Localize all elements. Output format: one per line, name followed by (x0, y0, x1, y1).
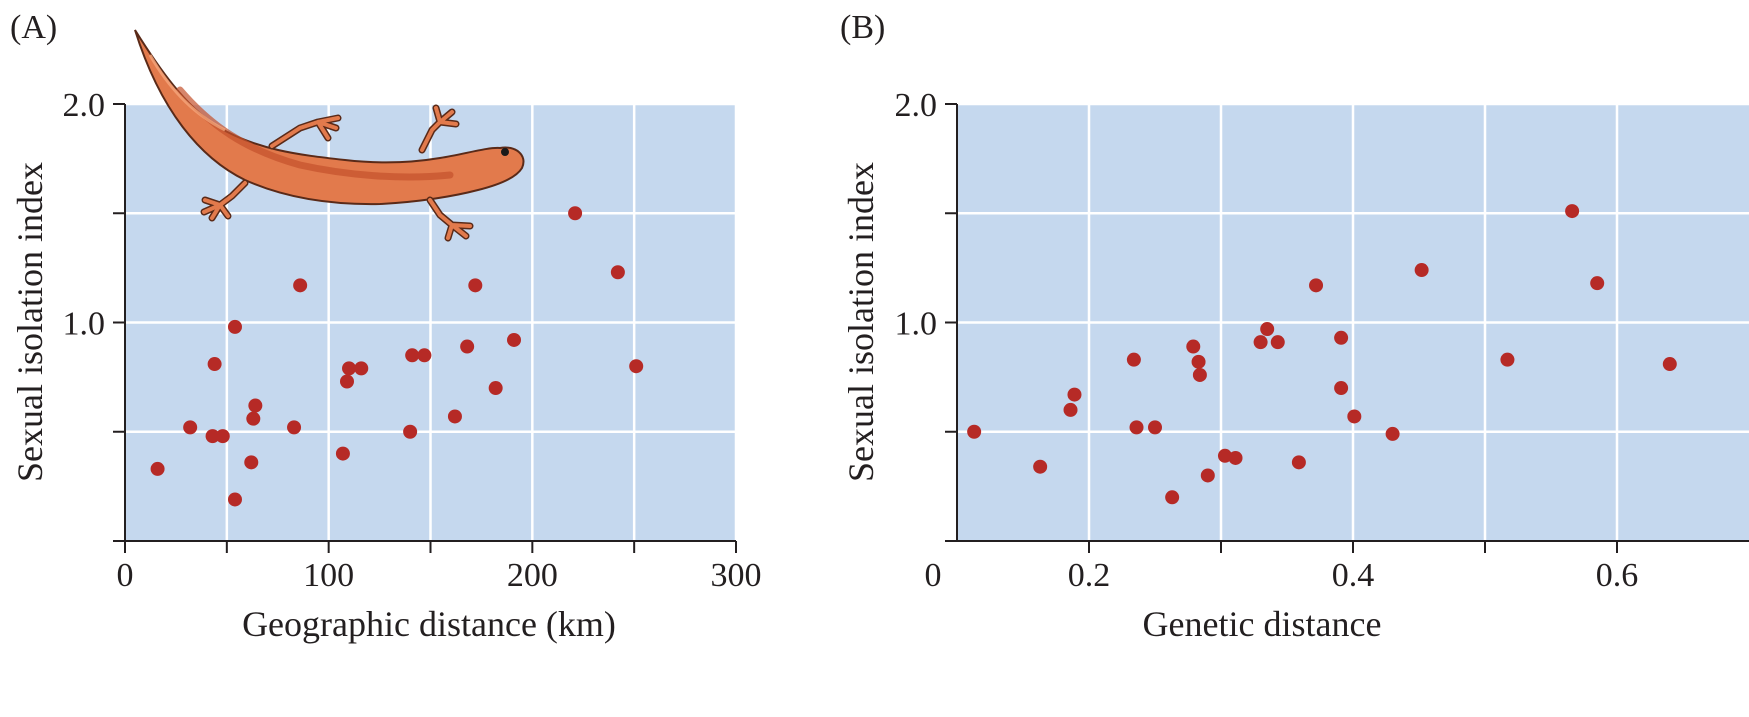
data-point (568, 206, 583, 221)
data-point (1129, 420, 1144, 435)
data-point (447, 409, 462, 424)
data-point (248, 398, 263, 413)
data-point (405, 348, 420, 363)
data-point (227, 492, 242, 507)
data-point (246, 411, 261, 426)
data-point (1662, 357, 1677, 372)
data-point (1260, 322, 1275, 337)
data-point (1126, 352, 1141, 367)
data-point (1200, 468, 1215, 483)
salamander-icon (134, 29, 525, 242)
data-point (1033, 459, 1048, 474)
data-point (488, 381, 503, 396)
data-point (460, 339, 475, 354)
plot-b-origin-label: 0 (925, 557, 942, 594)
panel-a-geographic-distance: (A) 0 100 200 300 1.0 2.0 Geographic distance… (10, 9, 762, 644)
data-point (1565, 204, 1580, 219)
data-point (468, 278, 483, 293)
y-tick-label: 1.0 (895, 306, 938, 343)
data-point (1217, 448, 1232, 463)
data-point (1186, 339, 1201, 354)
data-point (150, 461, 165, 476)
data-point (342, 361, 357, 376)
data-point (967, 424, 982, 439)
data-point (183, 420, 198, 435)
plot-a-y-axis-title: Sexual isolation index (10, 162, 50, 482)
data-point (1253, 335, 1268, 350)
plot-b-tick-labels: 0.2 0.4 0.6 1.0 2.0 (895, 87, 1639, 594)
data-point (1228, 450, 1243, 465)
plot-b-points (967, 204, 1677, 505)
panel-b-label: (B) (840, 9, 885, 46)
data-point (1414, 263, 1429, 278)
x-tick-label: 0 (117, 557, 134, 594)
data-point (610, 265, 625, 280)
data-point (403, 424, 418, 439)
data-point (1347, 409, 1362, 424)
plot-b-axes (945, 103, 1749, 553)
y-tick-label: 2.0 (63, 87, 106, 124)
y-tick-label: 1.0 (63, 306, 106, 343)
data-point (207, 357, 222, 372)
plot-a-points (150, 206, 644, 507)
data-point (293, 278, 308, 293)
data-point (1192, 367, 1207, 382)
plot-a-tick-labels: 0 100 200 300 1.0 2.0 (63, 87, 762, 594)
plot-a-axes (113, 103, 737, 553)
x-tick-label: 200 (507, 557, 558, 594)
data-point (1270, 335, 1285, 350)
data-point (1291, 455, 1306, 470)
x-tick-label: 0.6 (1596, 557, 1639, 594)
data-point (629, 359, 644, 374)
data-point (339, 374, 354, 389)
data-point (1385, 426, 1400, 441)
x-tick-label: 100 (303, 557, 354, 594)
data-point (1148, 420, 1162, 435)
data-point (1334, 381, 1349, 396)
data-point (335, 446, 350, 461)
panel-b-genetic-distance: (B) 0.2 0.4 0.6 1.0 2.0 0 Genetic distance S… (840, 9, 1749, 644)
data-point (1067, 387, 1082, 402)
data-point (507, 332, 522, 347)
x-tick-label: 0.2 (1068, 557, 1111, 594)
plot-b-x-axis-title: Genetic distance (1143, 604, 1382, 644)
data-point (1309, 278, 1324, 293)
data-point (354, 361, 369, 376)
data-point (215, 429, 230, 444)
x-tick-label: 0.4 (1332, 557, 1375, 594)
data-point (205, 429, 220, 444)
data-point (1191, 354, 1206, 369)
x-tick-label: 300 (711, 557, 762, 594)
data-point (244, 455, 259, 470)
data-point (417, 348, 432, 363)
data-point (1063, 402, 1078, 417)
plot-b-y-axis-title: Sexual isolation index (841, 162, 881, 482)
data-point (1334, 330, 1349, 345)
data-point (1500, 352, 1515, 367)
data-point (227, 319, 242, 334)
data-point (1590, 276, 1605, 291)
y-tick-label: 2.0 (895, 87, 938, 124)
plot-a-x-axis-title: Geographic distance (km) (242, 604, 616, 644)
data-point (287, 420, 302, 435)
panel-a-label: (A) (10, 9, 57, 46)
plot-b-grid (957, 102, 1749, 541)
data-point (1165, 490, 1180, 505)
